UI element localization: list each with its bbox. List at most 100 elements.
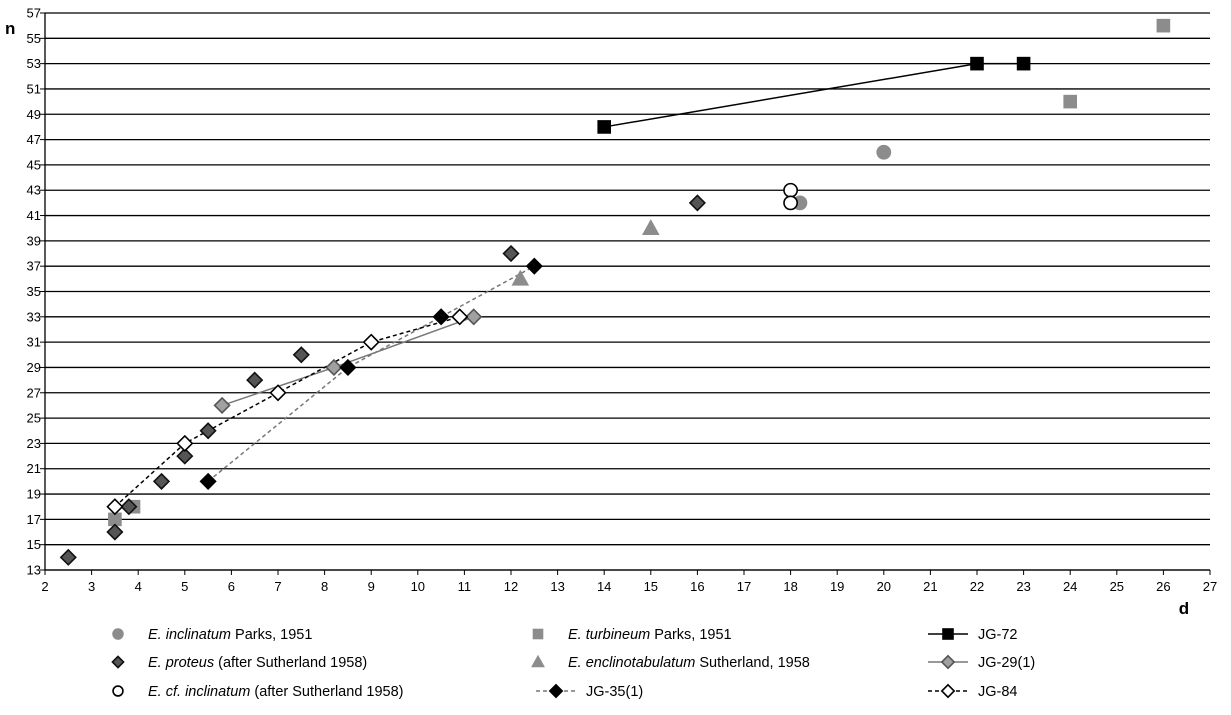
legend-marker	[112, 628, 124, 640]
legend-marker	[532, 628, 544, 640]
point-e-enclinotabulatum-sutherland-1958	[642, 219, 660, 235]
legend-label-text: JG-72	[978, 627, 1018, 643]
x-tick-label: 9	[368, 579, 375, 594]
y-axis-title: n	[5, 19, 15, 38]
x-tick-label: 17	[737, 579, 751, 594]
legend-label-text: JG-84	[978, 684, 1018, 700]
point-e-proteus-after-sutherland-1958	[502, 244, 520, 263]
legend-label-italic: E. proteus	[148, 655, 214, 671]
x-tick-label: 21	[923, 579, 937, 594]
legend-label-italic: E. enclinotabulatum	[568, 655, 695, 671]
y-tick-label: 55	[27, 31, 41, 46]
legend-label: JG-35(1)	[586, 684, 643, 700]
axes	[44, 13, 1211, 575]
y-tick-label: 47	[27, 132, 41, 147]
point-jg-35-1	[432, 308, 450, 326]
point-e-cf-inclinatum-after-sutherland-1958	[783, 182, 798, 198]
x-tick-label: 11	[458, 579, 472, 594]
gridlines	[40, 12, 1210, 571]
series-markers	[59, 18, 1171, 566]
x-tick-label: 20	[877, 579, 891, 594]
legend: E. inclinatum Parks, 1951 E. turbineum Pa…	[111, 627, 1035, 700]
legend-marker	[111, 655, 125, 669]
y-tick-label: 35	[27, 284, 41, 299]
point-e-proteus-after-sutherland-1958	[106, 523, 124, 541]
x-tick-label: 6	[228, 579, 235, 594]
y-tick-label: 31	[27, 335, 41, 350]
point-jg-72	[597, 120, 612, 134]
x-tick-label: 26	[1156, 579, 1170, 594]
x-tick-label: 4	[135, 579, 142, 594]
legend-label-text: (after Sutherland 1958)	[214, 655, 367, 671]
legend-label-text: Sutherland, 1958	[695, 655, 809, 671]
x-tick-label: 19	[830, 579, 844, 594]
point-jg-29-1	[213, 396, 231, 415]
point-jg-35-1	[339, 358, 357, 377]
legend-label: JG-84	[978, 684, 1018, 700]
point-e-turbineum-parks-1951	[1156, 18, 1171, 33]
x-tick-label: 14	[597, 579, 611, 594]
x-tick-label: 24	[1063, 579, 1077, 594]
point-e-proteus-after-sutherland-1958	[688, 194, 706, 212]
point-jg-84	[451, 308, 469, 326]
point-jg-29-1	[465, 308, 483, 326]
legend-marker	[942, 628, 954, 640]
legend-item-e-turbineum-parks-1951: E. turbineum Parks, 1951	[532, 627, 732, 643]
legend-item-jg-29-1: JG-29(1)	[928, 654, 1035, 671]
point-e-cf-inclinatum-after-sutherland-1958	[783, 195, 798, 211]
legend-item-jg-84: JG-84	[928, 683, 1018, 700]
legend-label: JG-29(1)	[978, 655, 1035, 671]
y-tick-label: 37	[27, 259, 41, 274]
legend-label-italic: E. turbineum	[568, 627, 650, 643]
legend-marker	[940, 654, 956, 670]
legend-label-text: (after Sutherland 1958)	[250, 684, 403, 700]
x-tick-label: 3	[88, 579, 95, 594]
legend-label: E. enclinotabulatum Sutherland, 1958	[568, 655, 810, 671]
y-tick-label: 41	[27, 208, 41, 223]
x-tick-label: 23	[1016, 579, 1030, 594]
legend-item-e-inclinatum-parks-1951: E. inclinatum Parks, 1951	[112, 627, 312, 643]
legend-label-text: Parks, 1951	[650, 627, 731, 643]
x-axis-title: d	[1179, 599, 1189, 618]
series-line-jg-35-1	[207, 265, 535, 482]
legend-label: JG-72	[978, 627, 1018, 643]
legend-label: E. proteus (after Sutherland 1958)	[148, 655, 367, 671]
x-tick-label: 12	[504, 579, 518, 594]
y-tick-label: 15	[27, 537, 41, 552]
y-tick-label: 13	[27, 563, 41, 578]
point-jg-35-1	[199, 472, 217, 490]
y-tick-label: 19	[27, 487, 41, 502]
x-tick-label: 18	[783, 579, 797, 594]
y-tick-label: 33	[27, 309, 41, 324]
y-tick-label: 53	[27, 56, 41, 71]
legend-label-text: JG-29(1)	[978, 655, 1035, 671]
y-tick-label: 43	[27, 183, 41, 198]
legend-label-text: JG-35(1)	[586, 684, 643, 700]
point-e-proteus-after-sutherland-1958	[152, 472, 171, 490]
point-jg-29-1	[325, 358, 343, 377]
point-e-proteus-after-sutherland-1958	[176, 447, 194, 465]
y-tick-label: 49	[27, 107, 41, 122]
legend-marker	[112, 685, 124, 697]
legend-item-jg-35-1: JG-35(1)	[536, 683, 643, 700]
y-tick-label: 39	[27, 233, 41, 248]
legend-label-italic: E. inclinatum	[148, 627, 231, 643]
point-e-proteus-after-sutherland-1958	[120, 498, 138, 516]
x-tick-label: 13	[550, 579, 564, 594]
y-tick-label: 45	[27, 157, 41, 172]
y-tick-label: 29	[27, 360, 41, 375]
x-tick-labels: 2 3 4 5 6 7 8 9 10 11 12 13 14 15 16 17 18 19 20 21 22 23 24 25…	[41, 579, 1217, 594]
y-tick-label: 21	[27, 461, 41, 476]
point-e-proteus-after-sutherland-1958	[246, 371, 264, 389]
point-jg-72	[970, 56, 984, 71]
x-tick-label: 25	[1110, 579, 1124, 594]
legend-label-text: Parks, 1951	[231, 627, 312, 643]
legend-item-e-enclinotabulatum-sutherland-1958: E. enclinotabulatum Sutherland, 1958	[531, 654, 810, 671]
point-jg-35-1	[525, 257, 543, 275]
legend-label-italic: E. cf. inclinatum	[148, 684, 250, 700]
legend-item-e-proteus-after-sutherland-1958: E. proteus (after Sutherland 1958)	[111, 655, 367, 671]
y-tick-label: 57	[27, 6, 41, 21]
x-tick-label: 27	[1203, 579, 1217, 594]
point-e-proteus-after-sutherland-1958	[59, 548, 77, 566]
y-tick-labels: 13 15 17 19 21 23 25 27 29 31 33 35 37 39 41 43 45 47 49 51…	[27, 6, 41, 578]
